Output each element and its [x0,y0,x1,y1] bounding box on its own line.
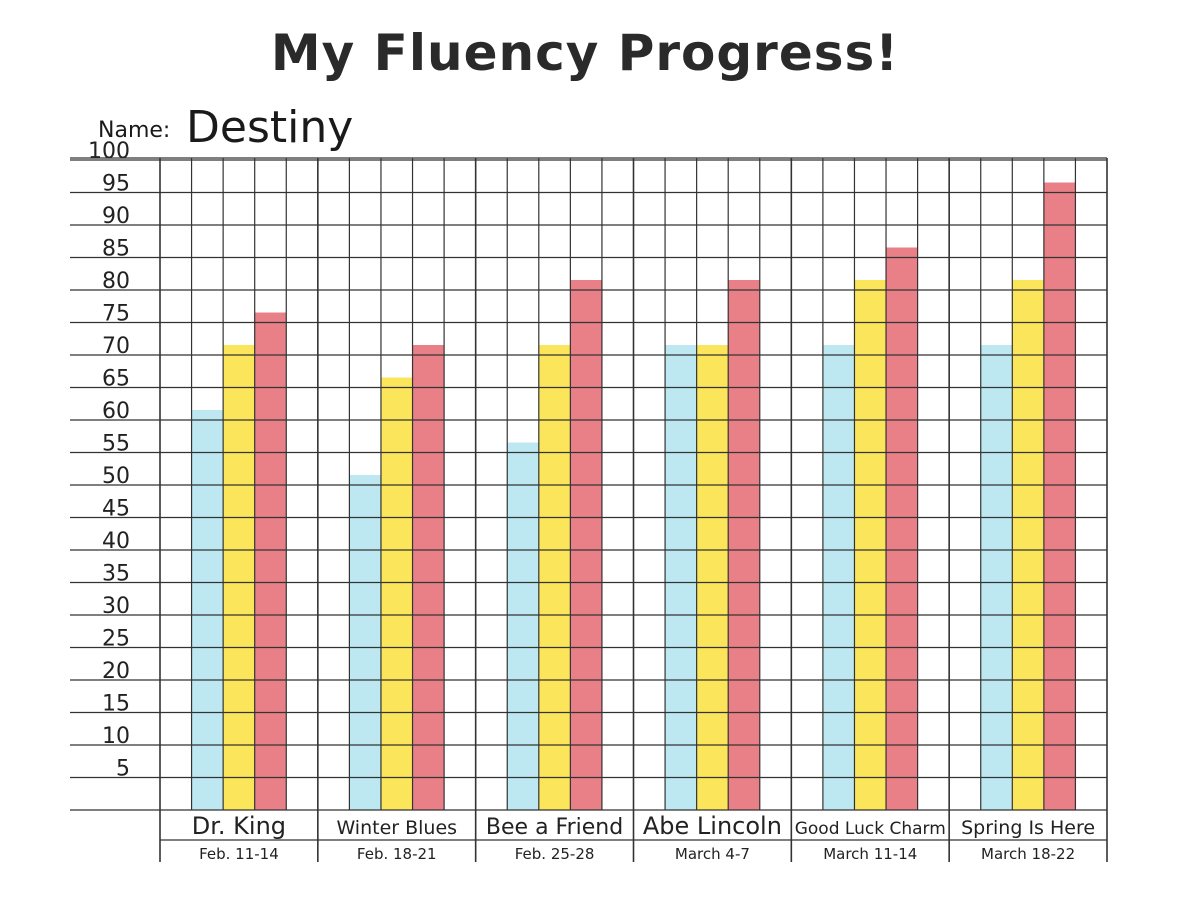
date-label: March 11-14 [823,845,917,863]
y-tick-label: 45 [102,497,130,522]
bar [980,345,1013,810]
y-tick-label: 55 [102,432,130,457]
bar [854,280,887,810]
date-label: Feb. 18-21 [357,845,437,863]
y-tick-label: 85 [102,237,130,262]
bars-layer [191,182,1076,810]
category-label: Spring Is Here [961,817,1095,839]
date-label: Feb. 11-14 [199,845,279,863]
y-tick-label: 15 [102,692,130,717]
date-label: Feb. 25-28 [515,845,595,863]
date-label: March 18-22 [981,845,1075,863]
y-tick-label: 30 [102,594,130,619]
bar [349,475,381,810]
y-tick-label: 5 [116,757,130,782]
y-tick-label: 90 [102,204,130,229]
bar [665,345,697,810]
y-tick-label: 100 [88,139,130,164]
labels-layer: 5 10 15 20 25 30 35 40 45 50 55 60 65 70 75 80 85 90 95 100… [88,139,1095,863]
bar [412,345,445,810]
y-tick-label: 40 [102,529,130,554]
y-tick-label: 50 [102,464,130,489]
bar [1012,280,1044,810]
y-tick-label: 70 [102,334,130,359]
grid-layer [70,157,1108,862]
bar [191,410,224,810]
bar [507,442,539,810]
y-tick-label: 75 [102,302,130,327]
y-tick-label: 35 [102,562,130,587]
name-label: Name: [98,118,171,143]
bar [1043,182,1076,810]
bar [728,280,760,810]
y-tick-label: 25 [102,627,130,652]
date-label: March 4-7 [675,845,750,863]
category-label: Bee a Friend [486,815,623,840]
bar [254,312,287,810]
category-label: Abe Lincoln [643,812,782,840]
bar [380,377,413,810]
bar [822,345,855,810]
bar [696,345,729,810]
bar [538,345,571,810]
y-tick-label: 20 [102,659,130,684]
chart-title: My Fluency Progress! [270,24,900,82]
category-label: Winter Blues [336,817,457,839]
y-tick-label: 80 [102,269,130,294]
category-label: Good Luck Charm [795,819,946,839]
category-label: Dr. King [192,812,286,840]
y-tick-label: 60 [102,399,130,424]
y-tick-label: 10 [102,724,130,749]
y-tick-label: 95 [102,172,130,197]
bar [570,280,602,810]
student-name: Destiny [186,102,354,153]
y-tick-label: 65 [102,367,130,392]
bar [223,345,255,810]
bar [886,247,918,810]
